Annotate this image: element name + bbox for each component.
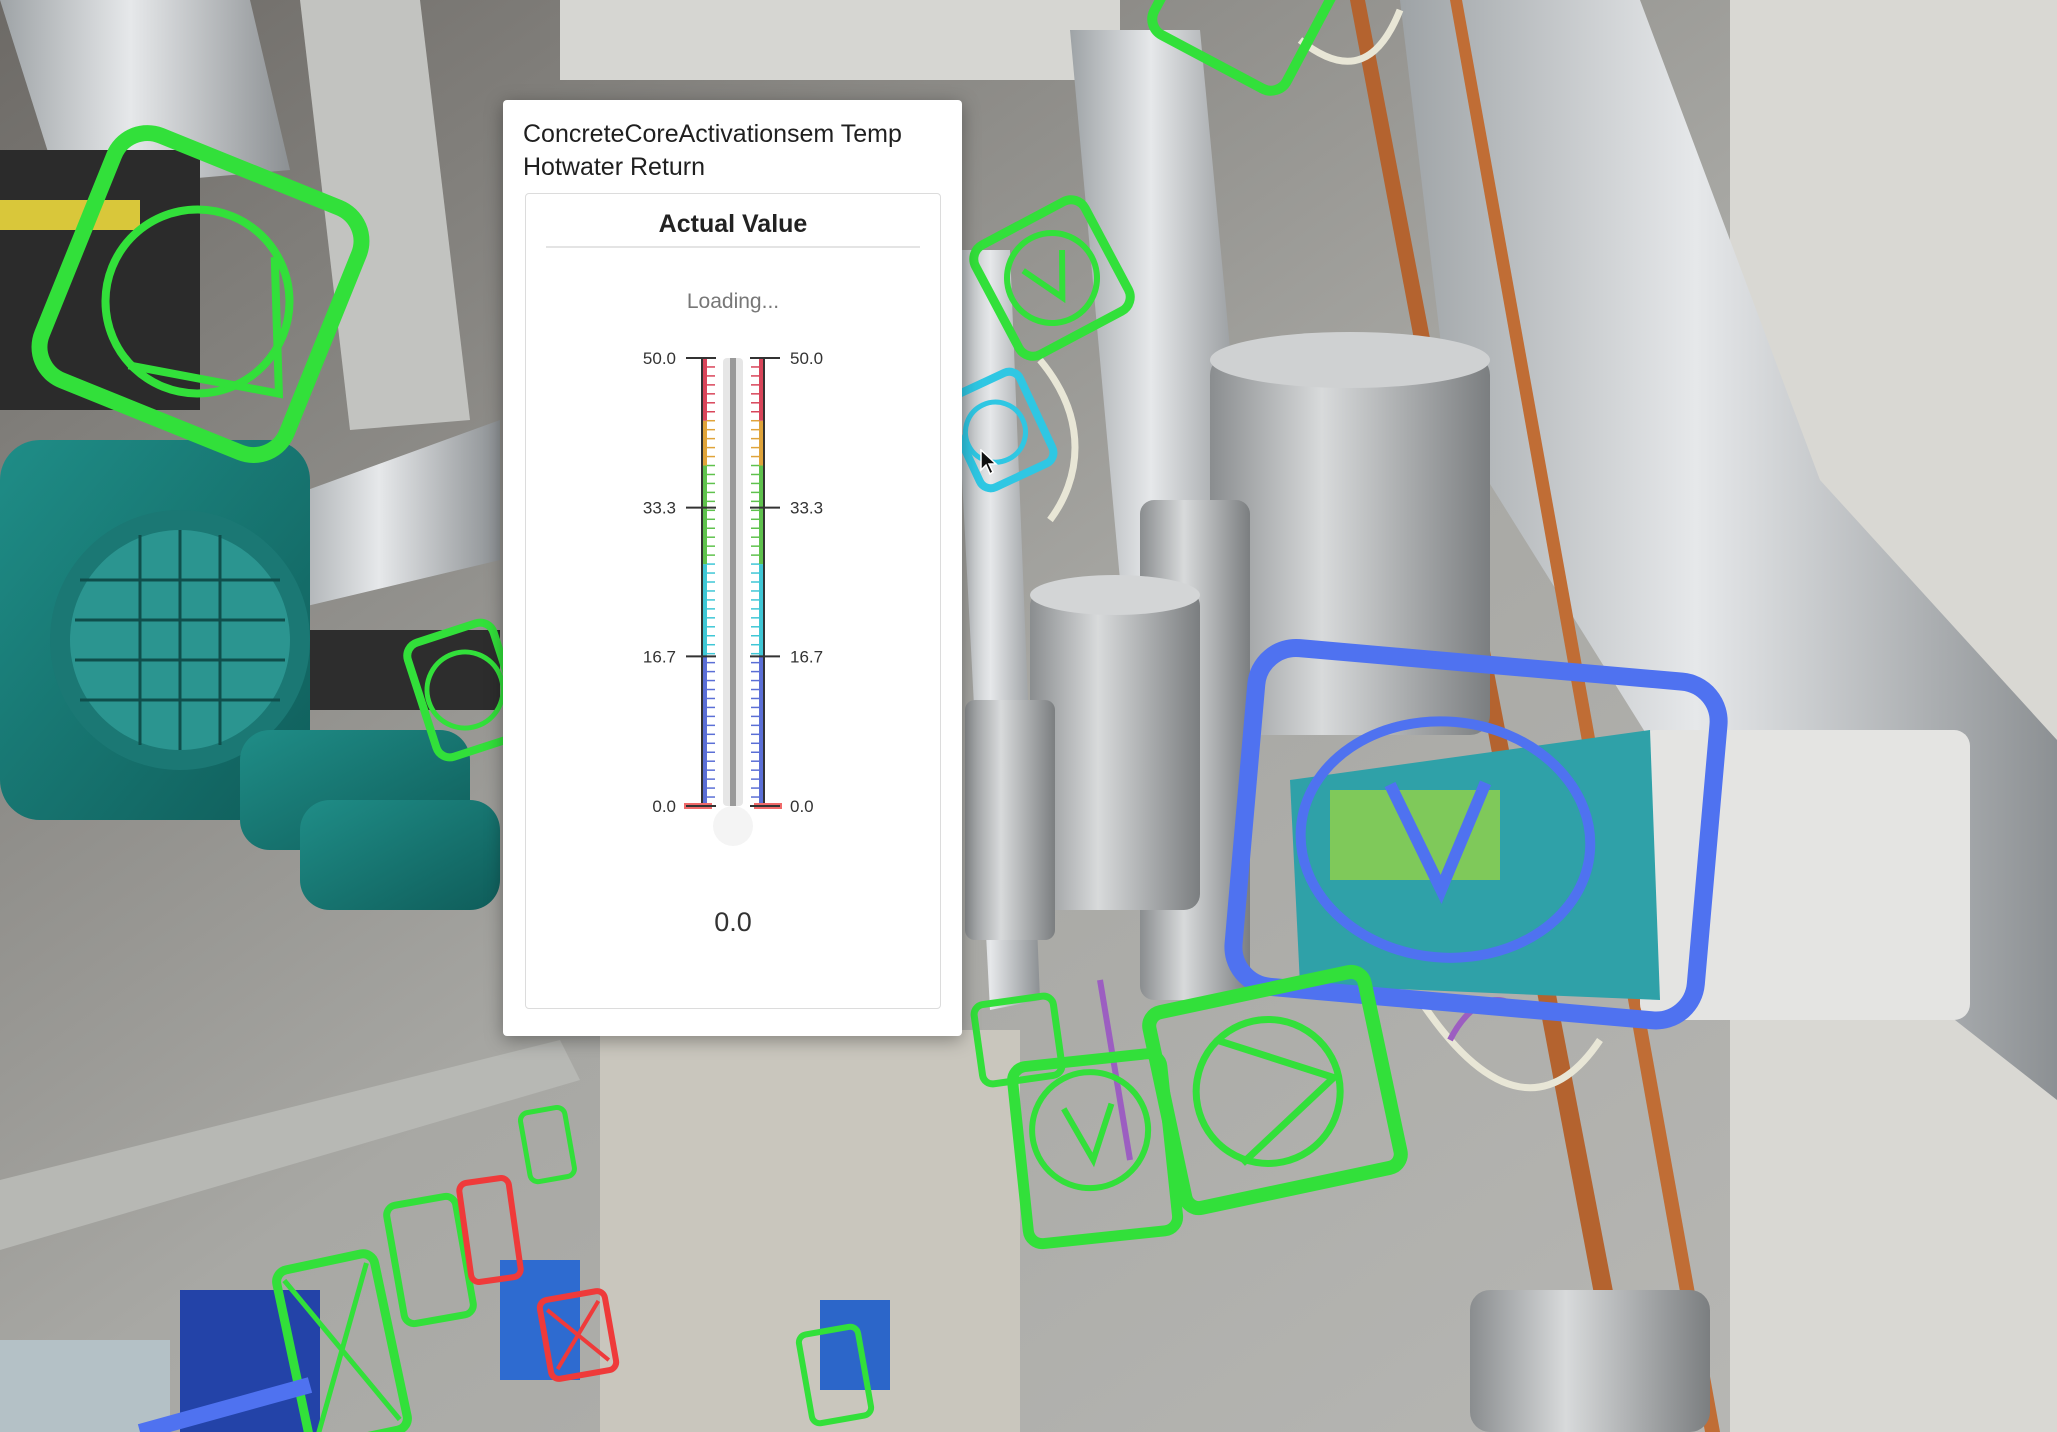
left-tick-label: 33.3 [643,499,676,518]
right-tick-label: 0.0 [790,797,814,816]
thermometer-bulb [713,806,753,846]
valve-symbol-marker[interactable] [970,992,1066,1088]
right-tick-label: 16.7 [790,647,823,666]
valve-symbol-marker[interactable] [942,367,1058,493]
sensor-title: ConcreteCoreActivationsem Temp Hotwater … [523,120,902,181]
right-tick-label: 50.0 [790,349,823,368]
left-tick-label: 16.7 [643,647,676,666]
valve-symbol-marker[interactable] [1146,0,1349,97]
left-color-band [703,358,707,421]
panel-heading: Actual Value [658,210,808,238]
selected-marker-edge [137,1377,313,1432]
mouse-cursor-icon [980,449,998,475]
valve-symbol-marker[interactable] [383,1192,477,1328]
current-value: 0.0 [714,907,752,937]
right-color-band [759,358,763,421]
right-color-band [759,420,763,466]
heading-divider [546,246,920,248]
right-tick-label: 33.3 [790,499,823,518]
thermometer-gauge: 50.0 50.0 33.3 33.3 16.7 16.7 0.0 0.0 [643,349,823,846]
left-color-band [703,420,707,466]
actual-value-card: Actual Value Loading... 50.0 50.0 33.3 33.3… [525,193,941,1009]
loading-status: Loading... [686,290,780,313]
left-color-band [703,465,707,565]
left-color-band [703,564,707,657]
left-color-band [703,656,707,806]
sensor-info-popup: ConcreteCoreActivationsem Temp Hotwater … [503,100,962,1036]
right-color-band [759,656,763,806]
valve-symbol-marker[interactable] [1007,1048,1184,1250]
left-tick-label: 50.0 [643,349,676,368]
valve-symbol-marker[interactable] [1224,638,1728,1030]
left-tick-label: 0.0 [652,797,676,816]
right-color-band [759,465,763,565]
right-color-band [759,564,763,657]
valve-symbol-marker[interactable] [795,1323,875,1427]
pump-symbol-marker[interactable] [29,122,373,466]
valve-symbol-marker[interactable] [517,1104,577,1185]
valve-symbol-marker[interactable] [968,194,1136,362]
damper-symbol-marker[interactable] [272,1249,412,1432]
valve-symbol-marker[interactable] [456,1175,524,1285]
thermometer-tube-core [730,358,736,806]
fan-symbol-marker[interactable] [536,1288,620,1382]
